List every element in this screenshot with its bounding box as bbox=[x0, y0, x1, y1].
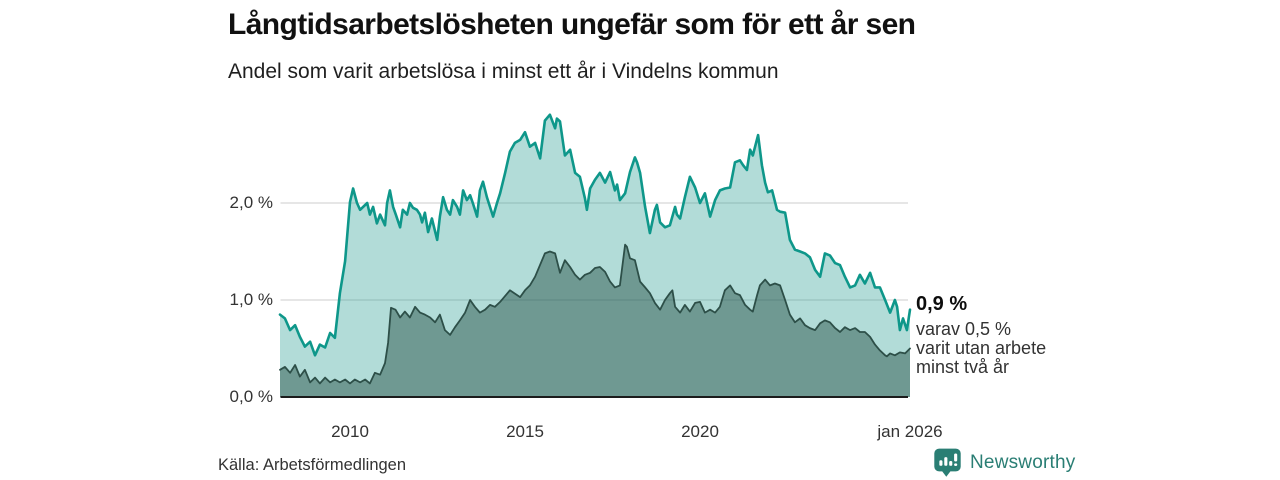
x-tick-label: 2010 bbox=[331, 422, 369, 441]
series-line-two-years bbox=[279, 243, 911, 385]
y-tick-label: 2,0 % bbox=[229, 193, 273, 212]
latest-value-annotation: 0,9 % varav 0,5 % varit utan arbete mins… bbox=[916, 293, 1046, 377]
x-tick-label: jan 2026 bbox=[877, 422, 943, 441]
newsworthy-logo: Newsworthy bbox=[933, 448, 1075, 478]
series-area-two-years bbox=[280, 244, 910, 397]
newsworthy-badge-icon bbox=[934, 448, 961, 477]
x-tick-label: 2020 bbox=[681, 422, 719, 441]
chart-subtitle: Andel som varit arbetslösa i minst ett å… bbox=[228, 60, 779, 83]
latest-value-headline: 0,9 % bbox=[916, 293, 968, 315]
annotation-line-3: minst två år bbox=[916, 357, 1010, 377]
series-area-one-year bbox=[280, 114, 910, 397]
y-tick-label: 0,0 % bbox=[229, 387, 273, 406]
brand-name: Newsworthy bbox=[970, 452, 1076, 473]
page-title: Långtidsarbetslösheten ungefär som för e… bbox=[228, 8, 916, 41]
annotation-line-2: varit utan arbete bbox=[916, 338, 1047, 358]
y-tick-label: 1,0 % bbox=[229, 290, 273, 309]
annotation-line-1: varav 0,5 % bbox=[916, 319, 1012, 339]
x-tick-label: 2015 bbox=[506, 422, 544, 441]
series-line-one-year bbox=[278, 113, 912, 357]
source-credit: Källa: Arbetsförmedlingen bbox=[218, 456, 407, 474]
